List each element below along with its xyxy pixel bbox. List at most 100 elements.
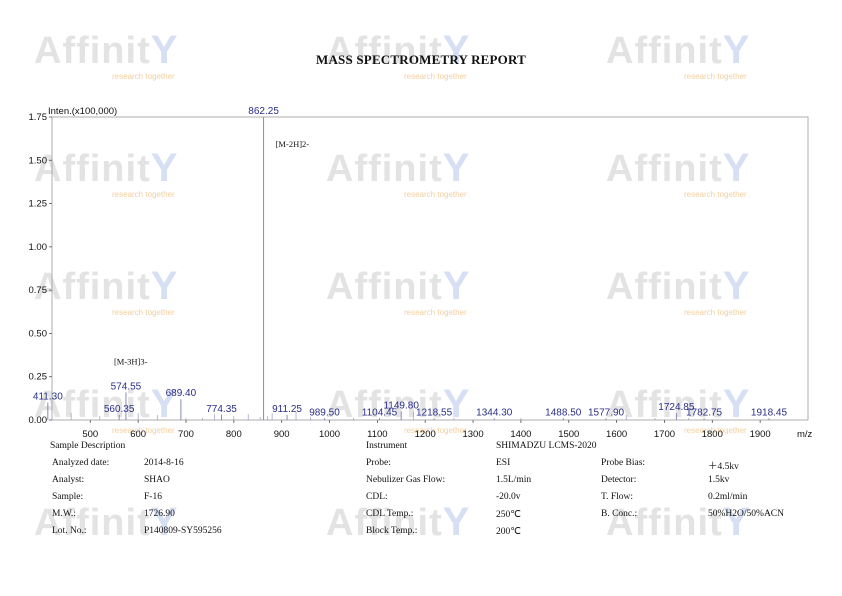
info-row: Analyst: SHAO xyxy=(50,475,304,492)
info-label: T. Flow: xyxy=(601,492,634,502)
info-row: Probe: ESI Probe Bias: ＋4.5kv xyxy=(366,458,808,475)
y-tick-label: 0.75 xyxy=(29,285,48,296)
watermark-logo: AffinitY xyxy=(326,500,471,544)
peak-label: 560.35 xyxy=(104,404,135,415)
info-value: SHIMADZU LCMS-2020 xyxy=(496,441,597,451)
y-tick-label: 1.25 xyxy=(29,199,48,210)
peak-label: 411.30 xyxy=(33,392,63,403)
x-tick-label: 900 xyxy=(274,429,290,440)
peak-label: 1218.55 xyxy=(416,407,453,418)
watermark-logo: AffinitY xyxy=(326,264,471,308)
peak-label: 911.25 xyxy=(272,404,302,415)
mass-spectrum-chart: Inten.(x100,000) m/z 0.00 0.25 0.50 0.75 1.00 1… xyxy=(29,106,813,440)
peak-label: 574.55 xyxy=(111,381,142,392)
info-value: F-16 xyxy=(144,492,162,502)
report-title: MASS SPECTROMETRY REPORT xyxy=(316,52,526,67)
watermark-tagline: research together xyxy=(684,190,747,199)
peak-label: 1724.85 xyxy=(658,402,695,413)
plot-frame xyxy=(51,116,809,421)
info-value: 1.5kv xyxy=(708,475,730,485)
info-row: Sample: F-16 xyxy=(50,492,304,509)
x-tick-label: 1100 xyxy=(367,429,387,440)
watermark-logo: AffinitY xyxy=(606,28,751,72)
peak-label: 1577.90 xyxy=(588,407,625,418)
x-tick-label: 600 xyxy=(130,429,146,440)
y-tick-label: 0.25 xyxy=(29,372,48,383)
watermark-logo: AffinitY xyxy=(326,382,471,426)
x-tick-label: 1800 xyxy=(702,429,723,440)
peak-label: 989.50 xyxy=(309,407,340,418)
info-value: ESI xyxy=(496,458,511,468)
peak-label: 862.25 xyxy=(248,106,279,117)
watermark-tagline: research together xyxy=(112,190,175,199)
x-tick-label: 800 xyxy=(226,429,242,440)
x-tick-label: 700 xyxy=(178,429,194,440)
info-label: Nebulizer Gas Flow: xyxy=(366,475,446,485)
info-value: 1.5L/min xyxy=(496,475,532,485)
peak-annotation: [M-2H]2- xyxy=(276,139,310,149)
watermark-logo: AffinitY xyxy=(326,146,471,190)
info-value: ＋4.5kv xyxy=(708,462,739,472)
info-row: CDL: -20.0v T. Flow: 0.2ml/min xyxy=(366,492,808,509)
peak-label: 774.35 xyxy=(206,404,237,415)
y-tick-label: 1.50 xyxy=(29,155,48,166)
watermark-tagline: research together xyxy=(112,308,175,317)
info-value: 50%H2O/50%ACN xyxy=(708,509,784,519)
watermark-tagline: research together xyxy=(404,190,467,199)
watermark-logo: AffinitY xyxy=(606,264,751,308)
watermark-logo: AffinitY xyxy=(34,264,179,308)
info-label: Block Temp.: xyxy=(366,526,418,536)
info-row: Block Temp.: 200℃ xyxy=(366,526,808,543)
info-value: 1726.90 xyxy=(144,509,175,519)
info-value: SHAO xyxy=(144,475,170,485)
info-value: 0.2ml/min xyxy=(708,492,748,502)
info-label: Detector: xyxy=(601,475,637,485)
info-label: Probe Bias: xyxy=(601,458,646,468)
watermark-logo: AffinitY xyxy=(34,28,179,72)
watermark-logo: AffinitY xyxy=(326,28,471,72)
info-label: Sample Description xyxy=(50,441,126,451)
y-tick-label: 1.75 xyxy=(29,112,48,123)
watermark-tagline: research together xyxy=(112,72,175,81)
x-tick-label: 1600 xyxy=(606,429,627,440)
info-value: 250℃ xyxy=(496,510,521,520)
info-row: Nebulizer Gas Flow: 1.5L/min Detector: 1.5k… xyxy=(366,475,808,492)
watermark-tagline: research together xyxy=(404,308,467,317)
info-label: Lot. No.: xyxy=(52,526,87,536)
info-value: P140809-SY595256 xyxy=(144,526,222,536)
watermark-logo: AffinitY xyxy=(34,500,179,544)
info-row: CDL Temp.: 250℃ B. Conc.: 50%H2O/50%ACN xyxy=(366,509,808,526)
watermark-tagline: research together xyxy=(112,426,175,435)
x-tick-label: 1000 xyxy=(319,429,340,440)
info-value: 2014-8-16 xyxy=(144,458,184,468)
sample-info-table: Sample Description Analyzed date: 2014-8-… xyxy=(50,441,304,543)
peak-label: 1104.45 xyxy=(362,407,398,418)
x-tick-label: 1300 xyxy=(462,429,483,440)
watermark-tagline: research together xyxy=(684,72,747,81)
y-tick-label: 1.00 xyxy=(29,242,48,253)
info-label: Analyst: xyxy=(52,475,85,485)
x-tick-label: 1500 xyxy=(558,429,579,440)
peak-label: 1782.75 xyxy=(686,407,723,418)
x-axis-label: m/z xyxy=(797,429,813,440)
y-axis-label: Inten.(x100,000) xyxy=(48,106,117,117)
info-value: 200℃ xyxy=(496,527,521,537)
watermark-tagline: research together xyxy=(684,308,747,317)
peak-label: 1488.50 xyxy=(545,407,582,418)
x-tick-label: 500 xyxy=(82,429,98,440)
watermark-logo: AffinitY xyxy=(606,500,751,544)
info-row: Sample Description xyxy=(50,441,304,458)
watermark-tagline: research together xyxy=(684,426,747,435)
info-label: Instrument xyxy=(366,441,408,451)
info-value: -20.0v xyxy=(496,492,521,502)
x-tick-label: 1200 xyxy=(415,429,436,440)
info-row: M.W.: 1726.90 xyxy=(50,509,304,526)
peak-label: 1149.80 xyxy=(383,400,419,411)
info-label: Probe: xyxy=(366,458,391,468)
info-label: Analyzed date: xyxy=(52,458,110,468)
x-tick-label: 1400 xyxy=(510,429,531,440)
instrument-info-table: Instrument SHIMADZU LCMS-2020 Probe: ESI Pr… xyxy=(366,441,808,543)
watermark-tagline: research together xyxy=(404,426,467,435)
peak-annotation: [M-3H]3- xyxy=(114,356,148,366)
info-label: CDL Temp.: xyxy=(366,509,414,519)
